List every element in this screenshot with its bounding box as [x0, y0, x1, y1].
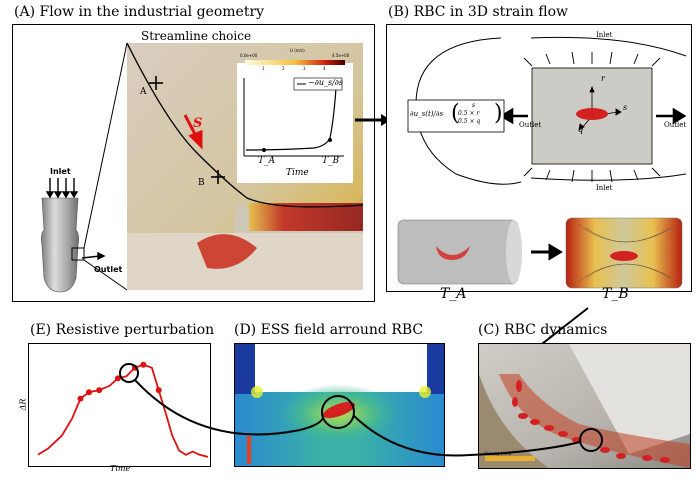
colorbar-tick-2: 2	[282, 66, 285, 71]
highlight-d	[321, 395, 355, 429]
device-outlet-label: Outlet	[94, 265, 123, 274]
capsule-tb-rbc	[610, 251, 638, 261]
point-a-label: A	[140, 87, 147, 97]
rbc-dynamics-view	[479, 344, 690, 468]
resistance-marker-7	[155, 387, 162, 394]
bracket-curves	[415, 37, 522, 185]
resistance-marker-3	[96, 387, 103, 394]
panel-b-title: (B) RBC in 3D strain flow	[388, 4, 568, 20]
svg-text:): )	[494, 101, 503, 126]
panel-e-title: (E) Resistive perturbation	[30, 322, 215, 338]
rbc-cell	[576, 108, 608, 120]
panel-e-frame	[28, 343, 211, 467]
marker-a	[149, 76, 163, 90]
panel-c-title: (C) RBC dynamics	[478, 322, 608, 338]
ess-upper-left	[235, 344, 255, 394]
colorbar-min: 0.0e+00	[240, 53, 258, 58]
ess-upper-wall	[255, 344, 427, 392]
inset-xlabel: Time	[286, 168, 309, 178]
strain-vector-row3: 0.5 × q	[458, 118, 481, 125]
rbc-sequence	[512, 380, 670, 463]
strain-inlet-top: Inlet	[596, 31, 613, 39]
resistance-marker-2	[86, 389, 92, 396]
colorbar-max: 4.5e+00	[332, 53, 350, 58]
connector-d-c	[353, 415, 581, 457]
colorbar-tick-1: 1	[262, 66, 265, 71]
resistance-marker-6	[140, 361, 147, 368]
panel-d-title: (D) ESS field arround RBC	[234, 322, 424, 338]
s-vector-label: S	[193, 116, 203, 131]
device-body	[41, 197, 79, 293]
s-vector	[183, 114, 203, 150]
outflow-arrows	[499, 107, 687, 125]
inflow-arrows	[523, 51, 661, 183]
capsule-ta	[397, 219, 522, 285]
flow-band	[499, 374, 690, 468]
inset-plot	[243, 77, 344, 157]
strain-matrix-box	[407, 99, 505, 133]
ess-upper-right	[427, 344, 444, 394]
strain-inlet-bottom: Inlet	[596, 184, 613, 192]
inset-ta-label: T_A	[258, 156, 276, 166]
outlet-jet	[249, 203, 363, 231]
resistance-marker-1	[77, 395, 84, 402]
streamline-zoom-title: Streamline choice	[141, 29, 252, 43]
ess-field	[235, 344, 444, 466]
ess-rbc	[322, 401, 356, 419]
hot-spot	[197, 234, 257, 269]
strain-flow-diagram: ( )	[397, 36, 687, 289]
resistance-marker-4	[114, 375, 121, 382]
inlet-arrows	[45, 178, 79, 199]
capsule-ta-label: T_A	[440, 286, 467, 302]
inset-tb-label: T_B	[322, 156, 340, 166]
colorbar	[245, 60, 345, 65]
inset-point-ta	[262, 148, 266, 152]
strain-vector-row2: 0.5 × r	[458, 110, 480, 117]
velocity-colorbar	[485, 456, 535, 461]
capsule-tb	[565, 217, 683, 289]
device-illustration	[41, 178, 106, 293]
inset-legend: −∂u_s/∂s	[308, 78, 344, 87]
strain-outlet-right: Outlet	[664, 121, 687, 129]
chart-e-xlabel: Time	[110, 464, 131, 473]
inset-curve	[245, 87, 337, 151]
axis-s-label: s	[623, 103, 628, 112]
strain-lhs: ∂u_s(t)/∂s	[410, 110, 444, 118]
device-inlet-label: Inlet	[50, 167, 71, 176]
strain-vector-row1: s	[472, 102, 476, 109]
inset-point-tb	[328, 138, 332, 142]
axis-r-label: r	[601, 74, 605, 83]
svg-text:(: (	[451, 101, 460, 126]
arrow-ta-tb	[531, 243, 563, 261]
marker-b	[211, 170, 225, 184]
colorbar-title: U (m/s)	[290, 48, 305, 53]
axis-q-label: q	[578, 125, 584, 134]
panel-a-title: (A) Flow in the industrial geometry	[14, 4, 265, 20]
point-b-label: B	[198, 178, 205, 188]
ess-colorbar	[247, 436, 251, 464]
colorbar-tick-4: 4	[323, 66, 326, 71]
outlet-arrow	[81, 251, 106, 261]
rbc-axes	[578, 85, 622, 131]
highlight-e	[119, 363, 139, 383]
connector-e-d	[134, 379, 324, 436]
highlight-c	[579, 428, 603, 452]
device-zoom-box	[71, 247, 85, 261]
colorbar-tick-3: 3	[303, 66, 306, 71]
capsule-tb-label: T_B	[602, 286, 629, 302]
capsule-ta-rbc	[436, 246, 470, 260]
strain-outlet-left: Outlet	[519, 121, 542, 129]
